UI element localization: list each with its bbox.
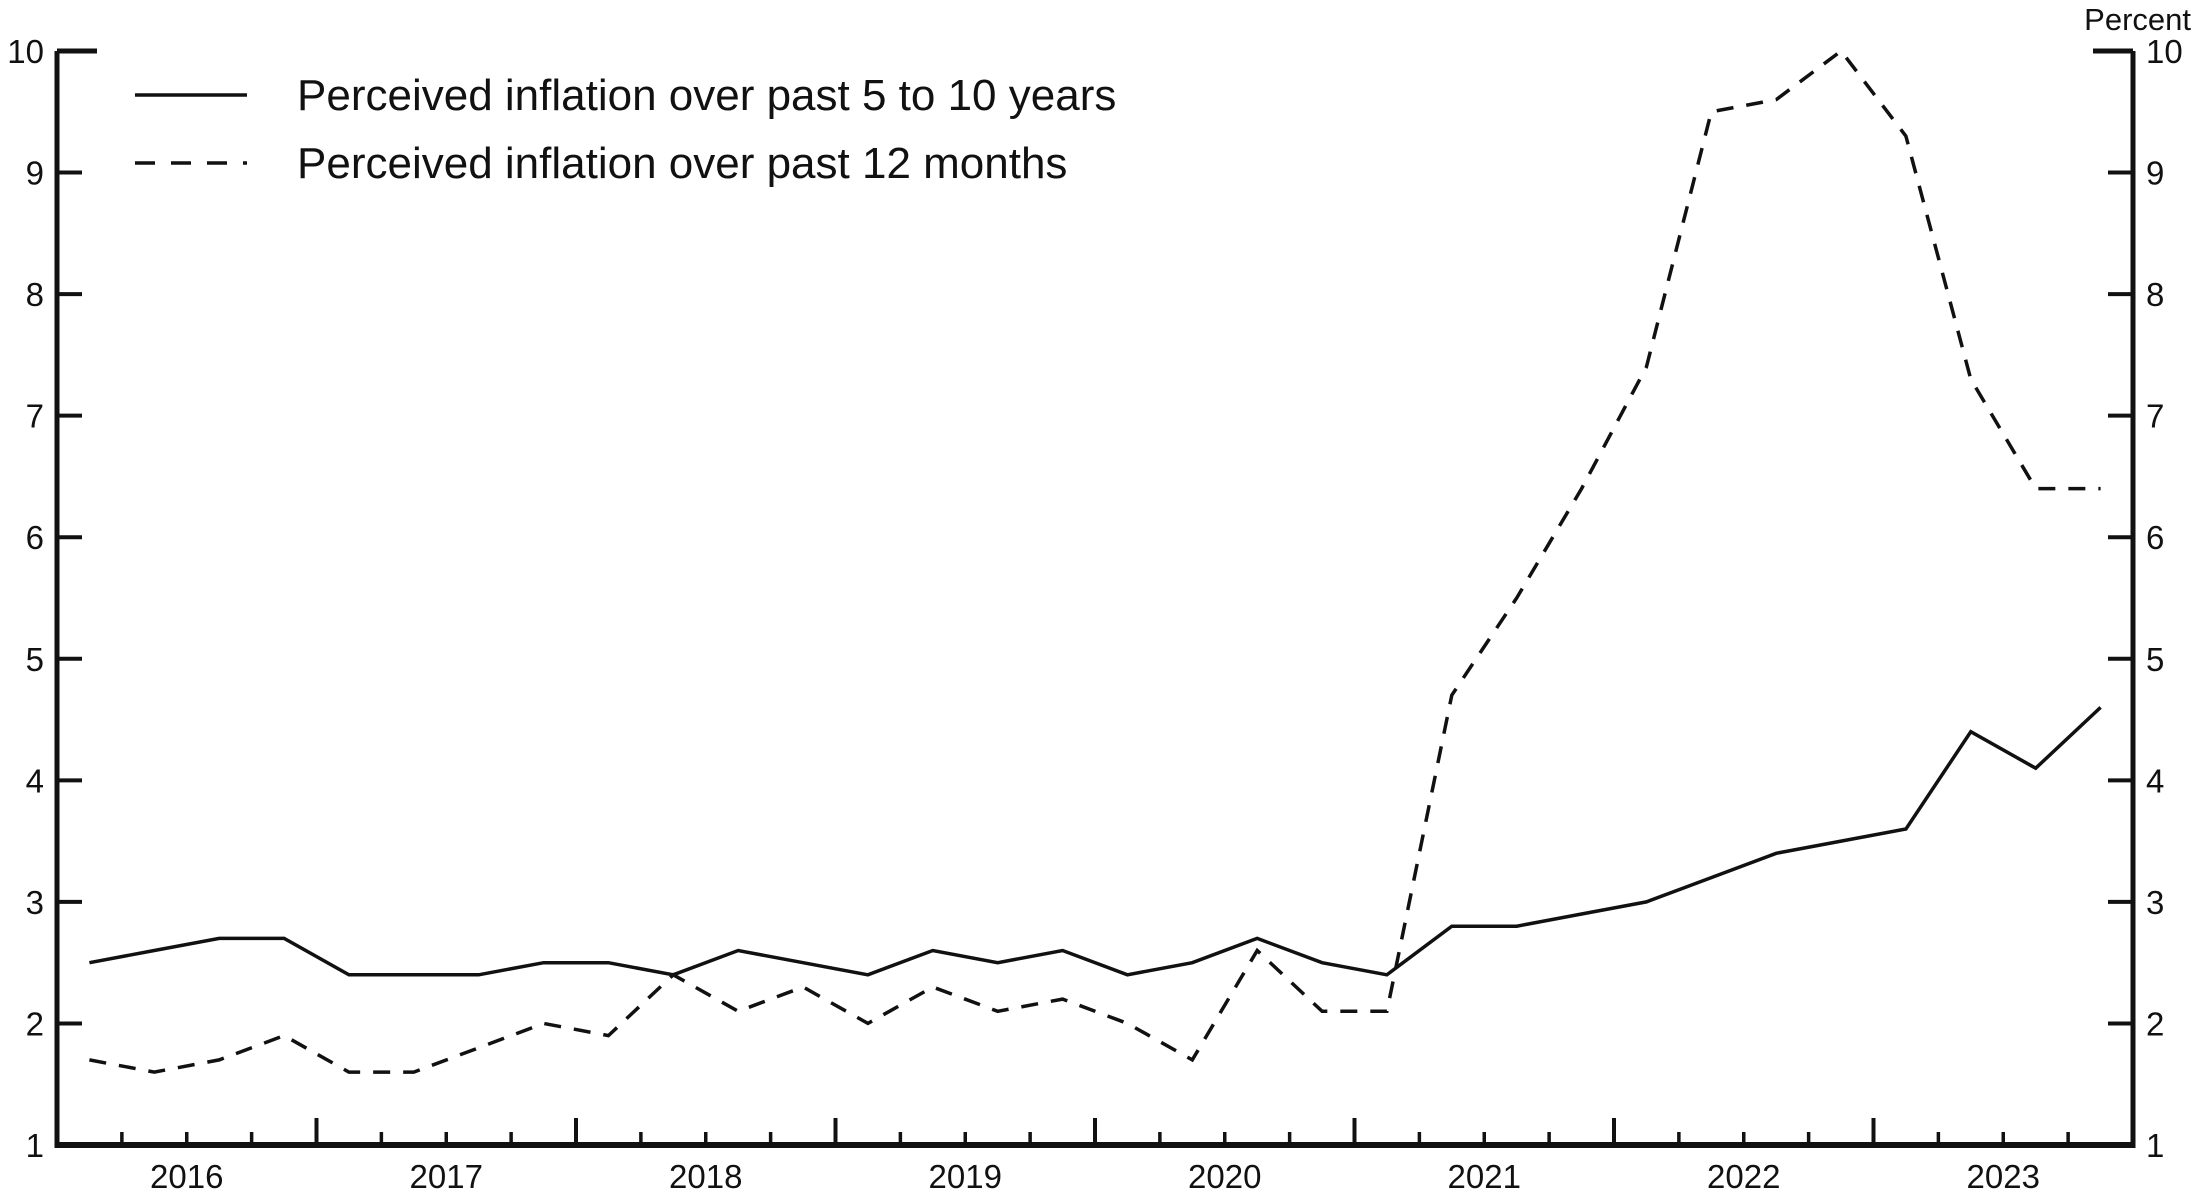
- y-tick-label-right-1: 1: [2146, 1127, 2164, 1164]
- x-axis-label-2021: 2021: [1448, 1158, 1521, 1195]
- legend-label-5-10-years: Perceived inflation over past 5 to 10 ye…: [297, 71, 1116, 120]
- y-axis-left-ticks: [57, 170, 82, 1026]
- y-tick-label-left-8: 8: [26, 276, 44, 313]
- y-axis-right-labels: 1 2 3 4 5 6 7 8 9 10: [2146, 33, 2183, 1164]
- x-axis-label-2023: 2023: [1967, 1158, 2040, 1195]
- y-tick-label-left-1: 1: [26, 1127, 44, 1164]
- series-line-perceived-5-to-10-years: [89, 706, 2102, 977]
- y-axis-left-labels: 1 2 3 4 5 6 7 8 9 10: [7, 33, 44, 1164]
- y-axis-right-ticks: [2108, 170, 2133, 1026]
- y-tick-label-left-4: 4: [26, 762, 44, 799]
- y-tick-label-right-2: 2: [2146, 1005, 2164, 1042]
- y-tick-label-left-5: 5: [26, 641, 44, 678]
- y-tick-label-right-6: 6: [2146, 519, 2164, 556]
- x-axis-year-labels: 2016 2017 2018 2019 2020 2021 2022 2023: [150, 1158, 2040, 1195]
- y-tick-label-right-5: 5: [2146, 641, 2164, 678]
- y-tick-label-left-9: 9: [26, 155, 44, 192]
- y-tick-label-right-8: 8: [2146, 276, 2164, 313]
- y-tick-label-left-2: 2: [26, 1005, 44, 1042]
- x-axis-label-2019: 2019: [929, 1158, 1002, 1195]
- unit-label: Percent: [2084, 2, 2191, 37]
- y-tick-label-right-7: 7: [2146, 398, 2164, 435]
- axes: [54, 48, 2136, 1148]
- y-tick-label-right-4: 4: [2146, 762, 2164, 799]
- y-tick-label-right-10: 10: [2146, 33, 2183, 70]
- series-line-perceived-12-months: [89, 48, 2101, 1074]
- x-axis-label-2017: 2017: [410, 1158, 483, 1195]
- series-lines: [89, 48, 2102, 1074]
- legend: Perceived inflation over past 5 to 10 ye…: [135, 71, 1116, 188]
- legend-label-12-months: Perceived inflation over past 12 months: [297, 139, 1067, 188]
- x-axis-label-2016: 2016: [150, 1158, 223, 1195]
- y-tick-label-right-9: 9: [2146, 155, 2164, 192]
- x-axis-label-2018: 2018: [669, 1158, 742, 1195]
- y-tick-label-left-7: 7: [26, 398, 44, 435]
- x-axis-ticks: [120, 1118, 2070, 1145]
- x-axis-label-2022: 2022: [1707, 1158, 1780, 1195]
- y-tick-label-right-3: 3: [2146, 884, 2164, 921]
- y-tick-label-left-10: 10: [7, 33, 44, 70]
- x-axis-label-2020: 2020: [1188, 1158, 1261, 1195]
- y-tick-label-left-3: 3: [26, 884, 44, 921]
- y-tick-label-left-6: 6: [26, 519, 44, 556]
